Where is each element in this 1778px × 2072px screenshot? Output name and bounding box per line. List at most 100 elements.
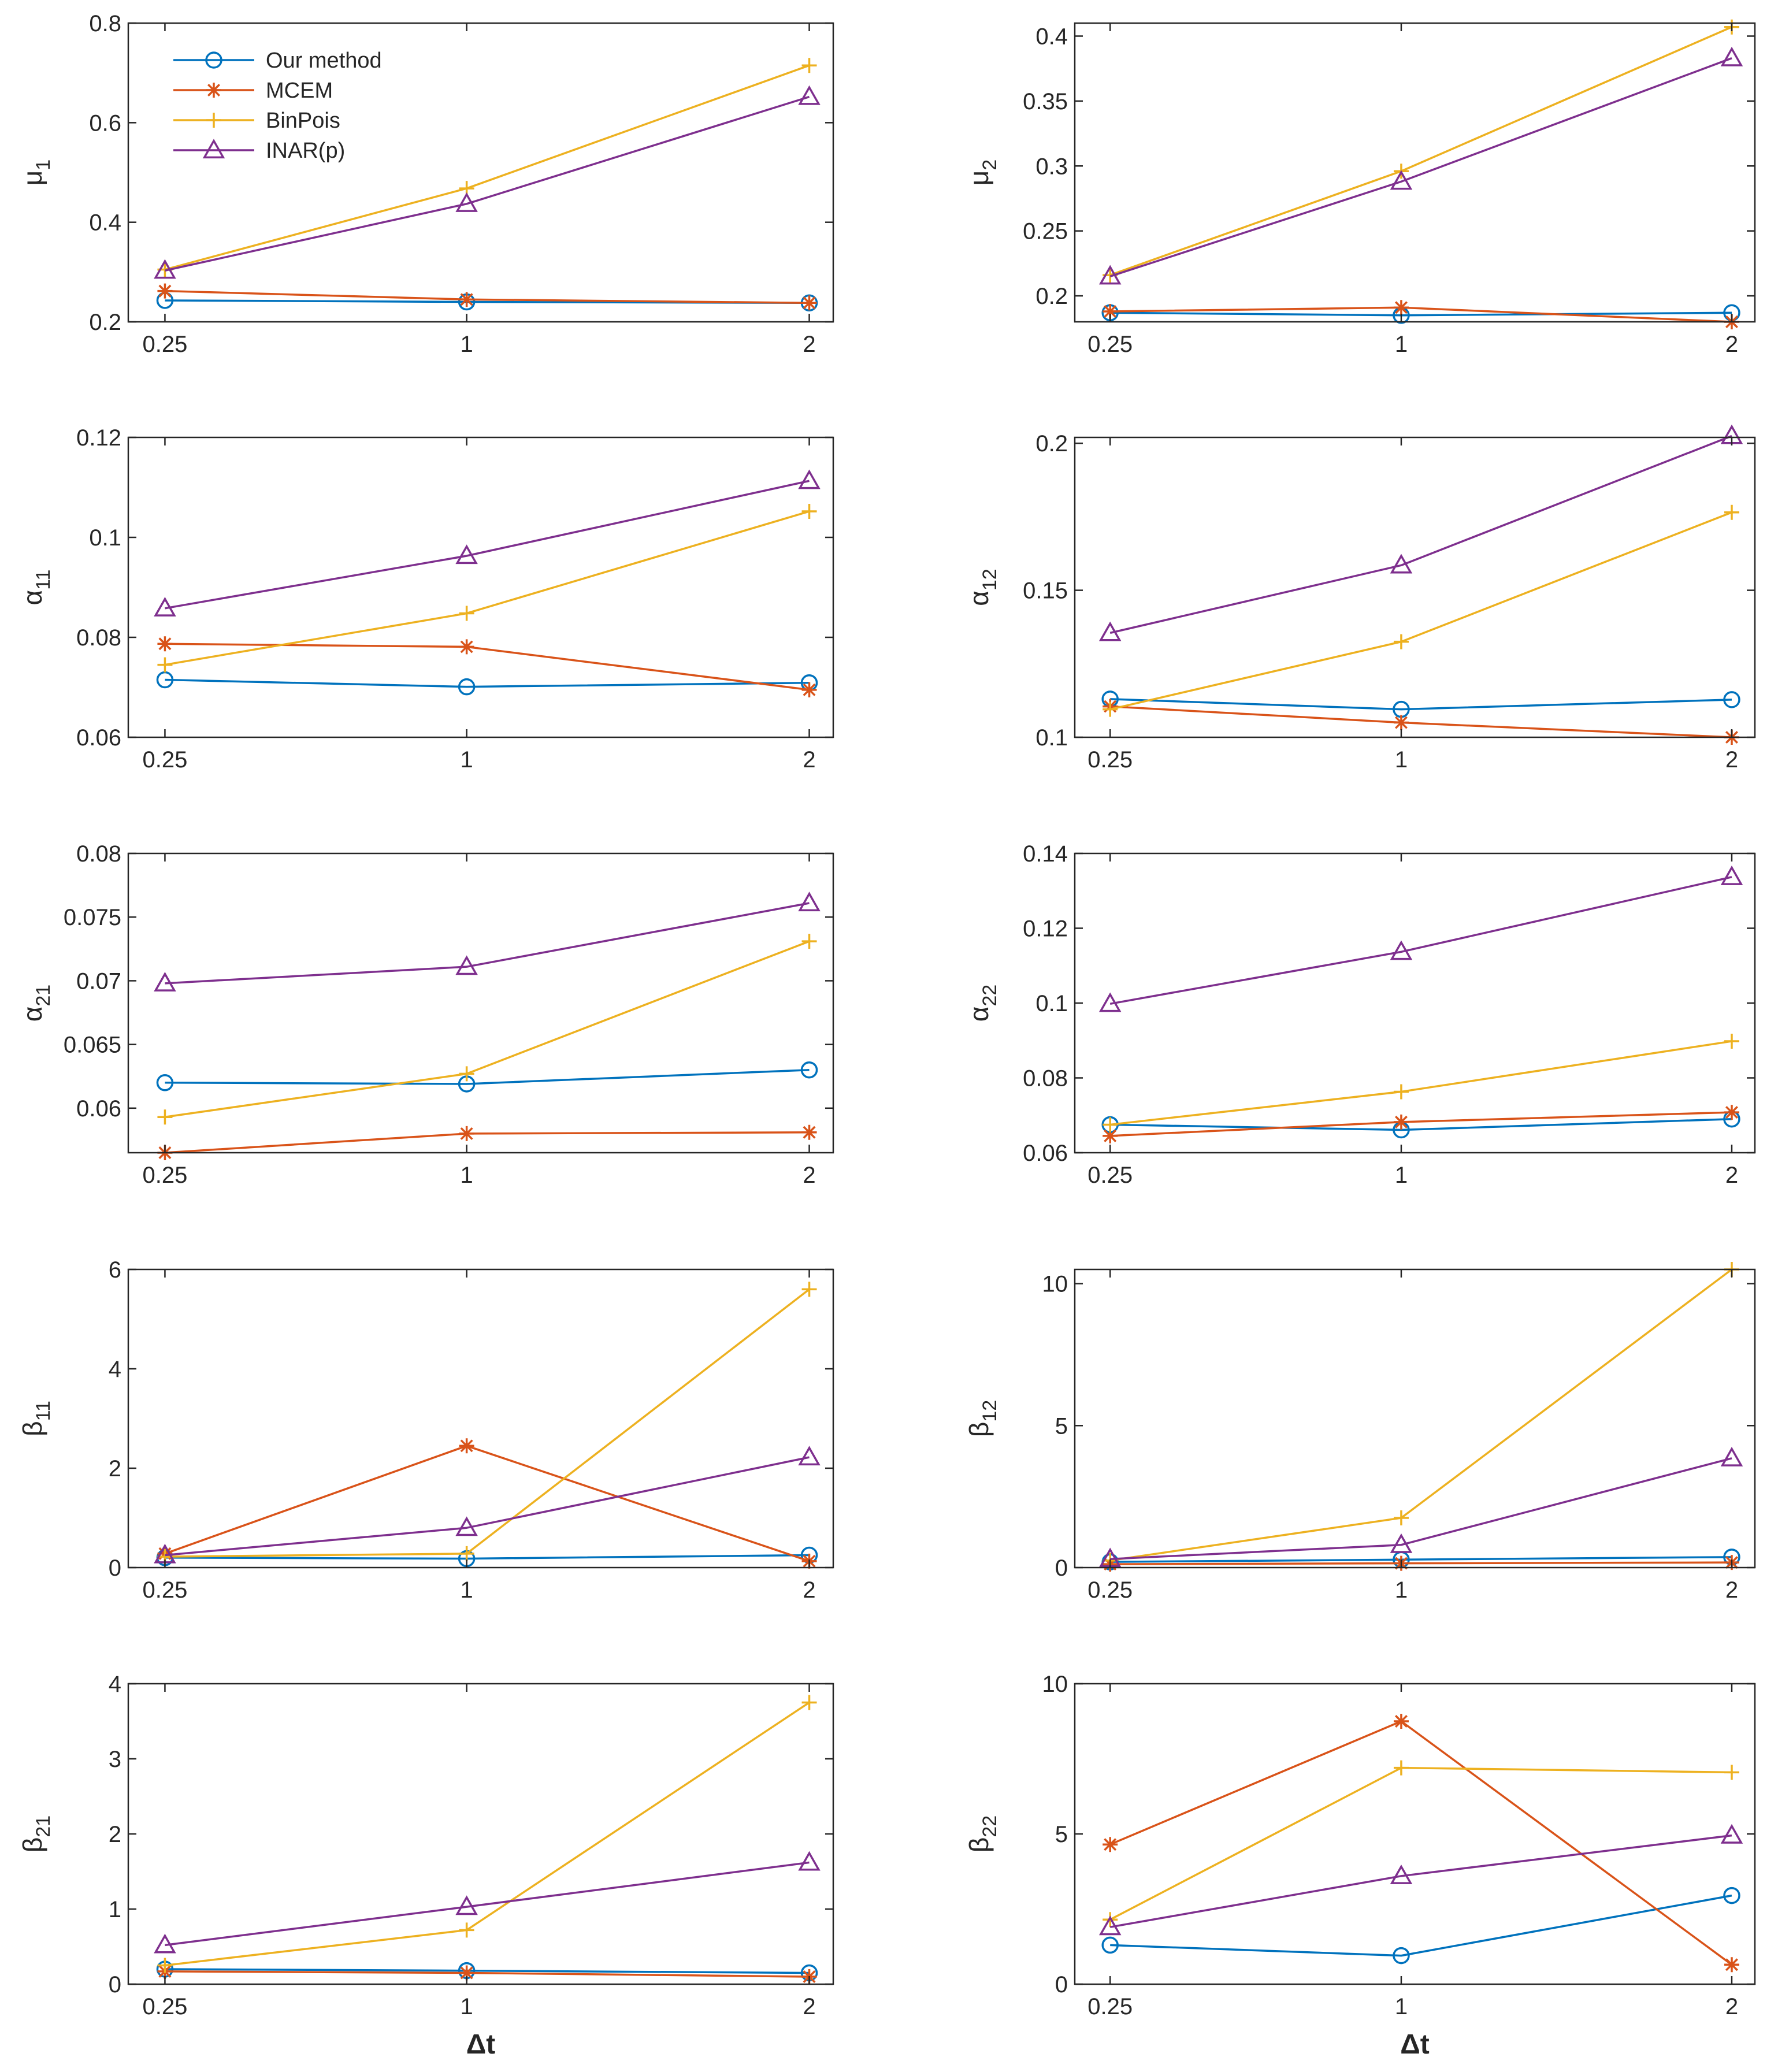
data-point-inar-1 [1390,554,1413,574]
y-tick-label: 0.3 [1035,154,1068,179]
subplot-beta22: 0 5 10 0.25 1 2 β22 Δt [964,1672,1756,2060]
data-point-mcem-0 [157,283,173,299]
y-tick-label: 0 [1055,1555,1068,1581]
x-tick-label: 1 [460,1994,473,2019]
legend: Our method MCEM BinPois INAR(p) [173,49,382,163]
x-tick-label: 1 [460,747,473,773]
series-line-mcem [1110,1111,1732,1137]
x-tick-label: 2 [803,1577,815,1603]
y-tick-label: 0 [109,1555,121,1581]
plot-frame [127,22,834,323]
y-tick-label: 0.4 [89,210,121,236]
x-tick-label: 1 [460,1577,473,1603]
y-tick-label: 0.15 [1023,578,1068,604]
y-tick-label: 0.1 [1035,991,1068,1016]
y-tick-label: 0.25 [1023,219,1068,244]
x-axis-label: Δt [1400,2029,1430,2060]
data-point-inar-1 [455,192,478,212]
data-point-inar-1 [455,544,478,565]
y-axis-label-subscript: 11 [32,1401,54,1421]
data-point-inar-1 [1390,170,1413,190]
series-line-binpois [1109,26,1732,276]
data-point-binpois-2 [801,58,817,73]
y-tick-label: 0.08 [1023,1066,1068,1091]
x-tick-label: 0.25 [143,1577,188,1603]
legend-label: MCEM [266,79,333,103]
y-tick-label: 0.06 [76,725,121,751]
data-point-mcem-1 [1393,715,1409,730]
data-point-binpois-1 [459,1922,474,1938]
legend-item-our_method: Our method [173,49,382,73]
series-line-inar [1109,435,1732,634]
y-axis-label: β21 [17,1815,54,1852]
y-tick-label: 0 [1055,1972,1068,1997]
data-point-mcem-2 [1724,1105,1739,1120]
legend-label: Our method [266,49,382,73]
y-tick-label: 5 [1055,1413,1068,1439]
y-axis-label-symbol: μ [17,170,47,186]
y-axis-label: β22 [964,1815,1001,1852]
y-tick-label: 0.08 [76,625,121,651]
y-axis-label: α21 [17,985,54,1022]
plot-frame [1074,1268,1756,1569]
series-line-binpois [165,510,810,666]
x-tick-label: 2 [803,332,815,357]
y-axis-label-subscript: 2 [979,159,1001,170]
plot-frame [1074,436,1756,738]
plot-frame [127,1268,834,1569]
plot-frame [1074,852,1756,1154]
y-axis-label: α11 [17,570,54,606]
data-point-inar-2 [1720,1447,1743,1466]
legend-item-binpois: BinPois [173,109,340,133]
y-axis-label-symbol: α [964,591,994,606]
data-point-inar-2 [798,892,821,912]
x-tick-label: 1 [460,1163,473,1188]
y-tick-label: 0.35 [1023,89,1068,114]
x-tick-label: 1 [1395,1577,1408,1603]
series-line-mcem [1110,1561,1732,1565]
data-point-binpois-2 [801,1282,817,1297]
y-tick-label: 0.1 [89,525,121,551]
data-point-binpois-1 [459,1066,474,1082]
y-tick-label: 1 [109,1897,121,1922]
data-point-our_method-1 [1393,1947,1410,1965]
data-point-binpois-1 [1393,634,1409,649]
y-axis-label: β12 [964,1400,1001,1437]
data-point-inar-0 [154,259,176,279]
data-point-mcem-1 [1393,1714,1409,1729]
x-tick-label: 0.25 [1087,1994,1133,2019]
series-line-inar [1110,1457,1732,1561]
data-point-inar-0 [1098,621,1122,641]
data-point-binpois-0 [157,1958,173,1973]
data-point-binpois-0 [157,657,173,673]
data-point-binpois-0 [157,1109,173,1125]
data-point-inar-0 [1098,1915,1122,1936]
series-line-mcem [1109,1720,1733,1966]
y-axis-label: β11 [17,1401,54,1436]
data-point-inar-2 [1720,1824,1743,1844]
y-axis-label-symbol: β [964,1837,994,1852]
data-point-mcem-0 [1103,1837,1118,1852]
data-point-inar-2 [1720,866,1743,885]
data-point-inar-0 [154,972,176,992]
x-tick-label: 2 [803,1163,815,1188]
data-point-mcem-1 [459,292,474,307]
y-tick-label: 0.065 [64,1033,121,1058]
y-tick-label: 3 [109,1747,121,1772]
data-point-mcem-1 [459,1126,474,1141]
subplot-alpha22: 0.06 0.08 0.1 0.12 0.14 0.25 1 2 α22 [964,841,1756,1188]
x-tick-label: 1 [1395,332,1408,357]
legend-label: BinPois [266,109,340,133]
series-line-our_method [165,678,810,688]
series-line-binpois [1109,1268,1733,1562]
x-tick-label: 0.25 [1087,1163,1133,1188]
y-tick-label: 0.1 [1035,725,1068,751]
data-point-inar-1 [1390,940,1413,960]
series-line-mcem [165,1131,810,1154]
data-point-binpois-2 [801,504,817,519]
data-point-inar-2 [1720,46,1743,66]
y-axis-label-subscript: 21 [32,1815,54,1837]
series-line-binpois [1110,1040,1732,1126]
